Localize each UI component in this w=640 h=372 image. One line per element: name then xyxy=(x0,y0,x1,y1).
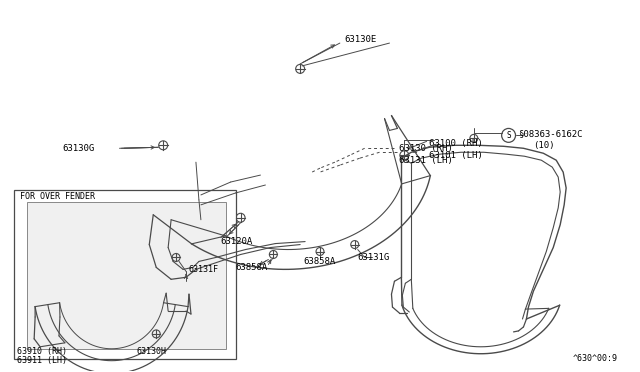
Text: 63858A: 63858A xyxy=(236,263,268,272)
Text: 63130H: 63130H xyxy=(136,347,166,356)
Text: 63131G: 63131G xyxy=(358,253,390,262)
Text: 63130 (RH): 63130 (RH) xyxy=(399,144,453,153)
Text: 63130G: 63130G xyxy=(62,144,94,153)
Text: FOR OVER FENDER: FOR OVER FENDER xyxy=(20,192,95,201)
Text: 63131 (LH): 63131 (LH) xyxy=(399,156,453,165)
Bar xyxy=(14,190,236,359)
Text: §08363-6162C: §08363-6162C xyxy=(518,129,583,138)
Text: ^630^00:9: ^630^00:9 xyxy=(573,354,618,363)
Text: 63101 (LH): 63101 (LH) xyxy=(429,151,483,160)
Text: 63910 (RH): 63910 (RH) xyxy=(17,347,67,356)
Text: 63100 (RH): 63100 (RH) xyxy=(429,139,483,148)
Bar xyxy=(28,202,226,349)
Text: 63131F: 63131F xyxy=(189,265,219,274)
Text: S: S xyxy=(506,131,511,140)
Text: 63130E: 63130E xyxy=(345,35,377,44)
Text: (10): (10) xyxy=(533,141,555,150)
Text: 63858A: 63858A xyxy=(303,257,335,266)
Text: 63120A: 63120A xyxy=(221,237,253,246)
Text: 63911 (LH): 63911 (LH) xyxy=(17,356,67,365)
